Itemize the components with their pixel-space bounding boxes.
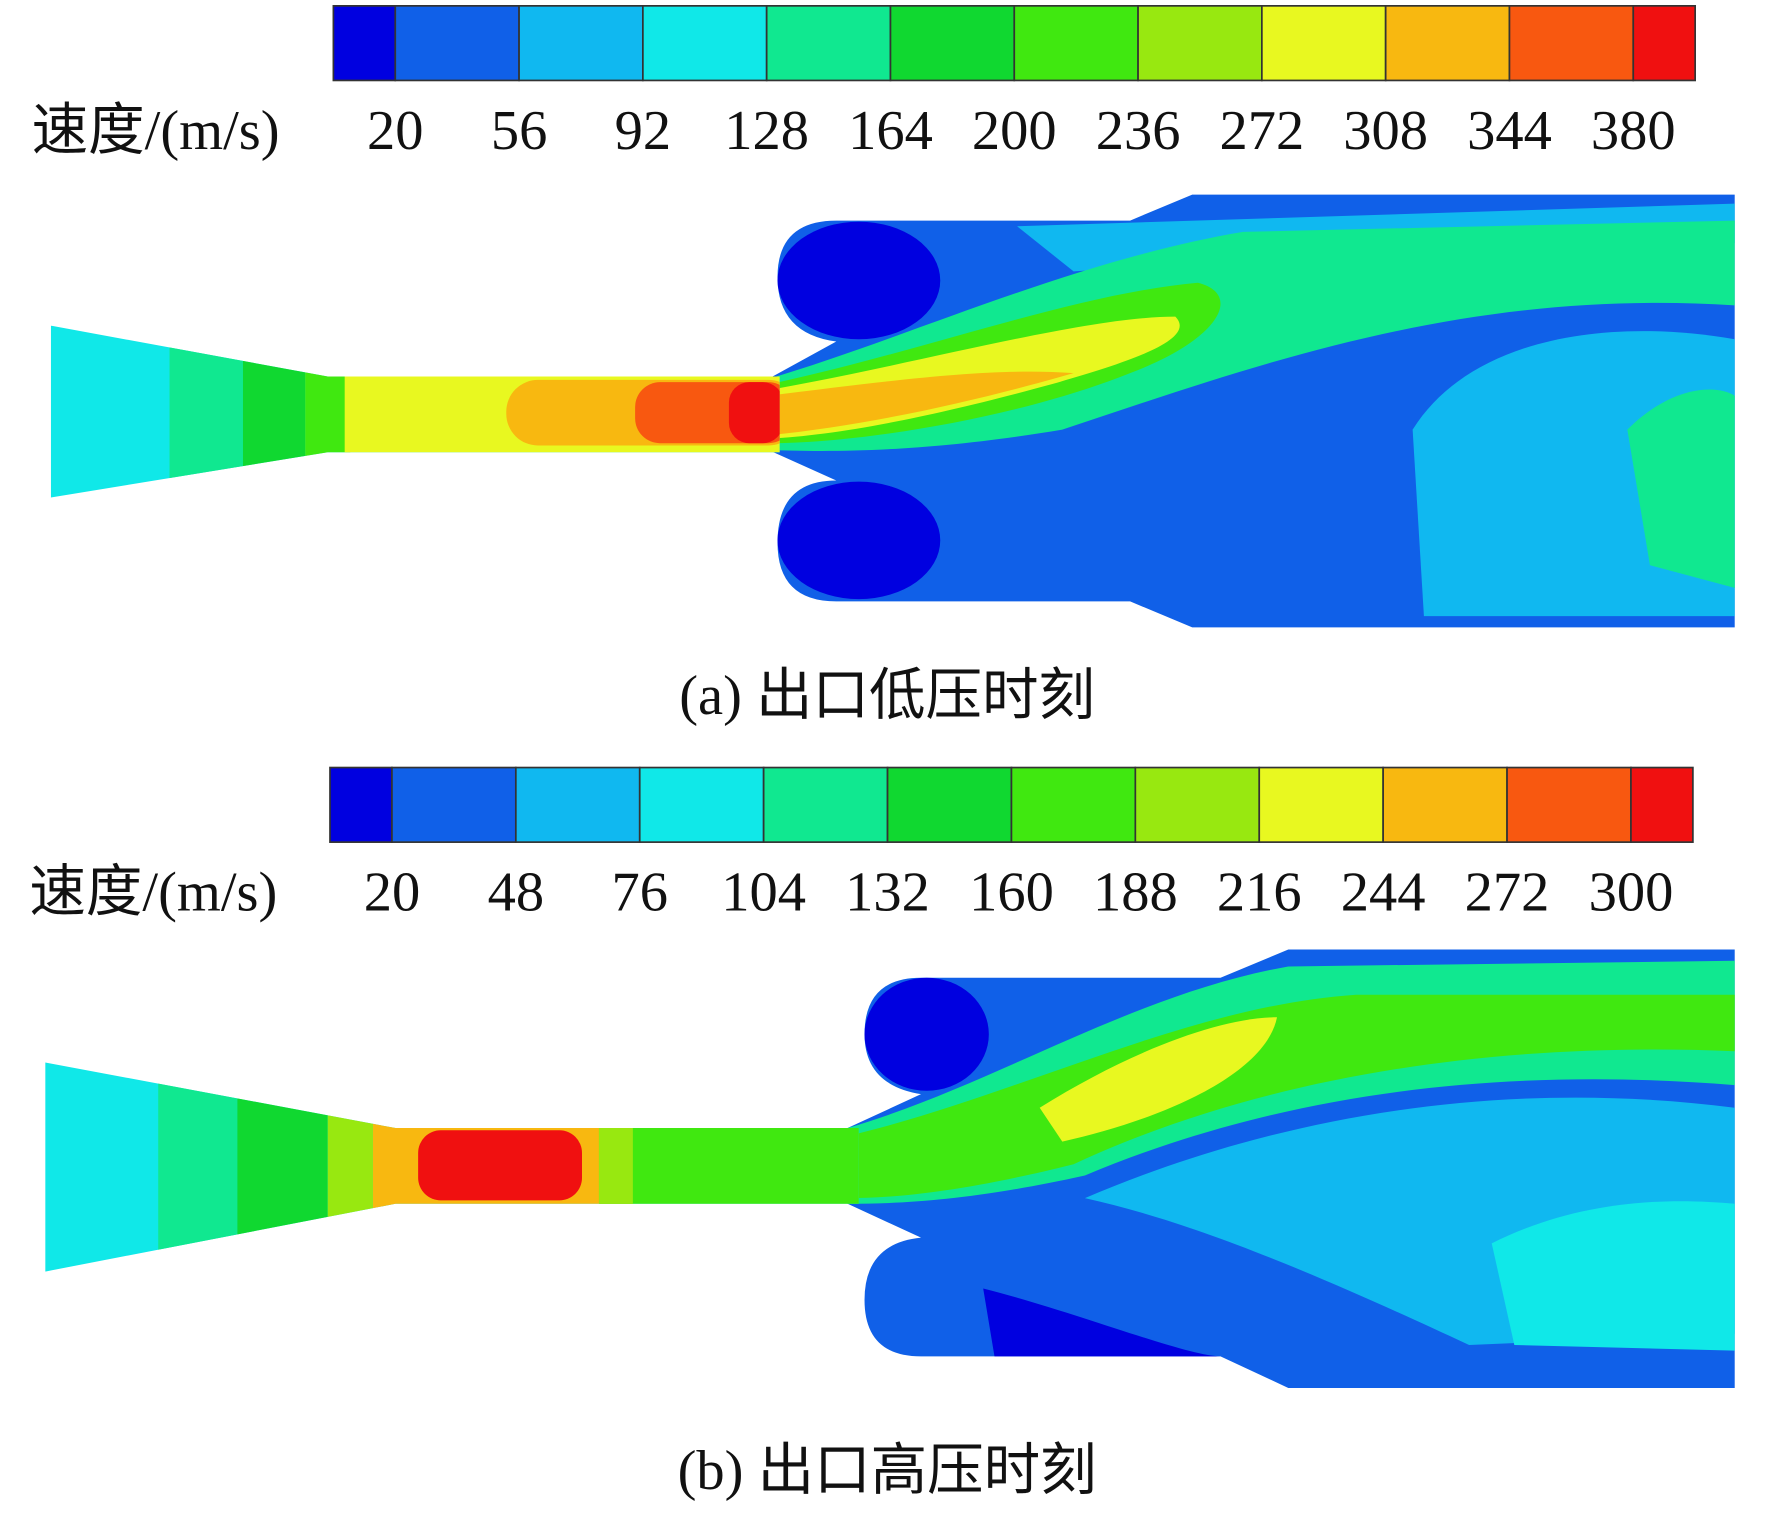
colorbar-swatch xyxy=(642,5,768,82)
colorbar-tick-label: 308 xyxy=(1343,100,1428,162)
caption: (b) 出口高压时刻 xyxy=(678,1440,1097,1502)
colorbar-tick-label: 20 xyxy=(367,100,424,162)
colorbar-swatch xyxy=(332,5,397,82)
colorbar-swatch xyxy=(638,766,765,843)
colorbar-tick-label: 216 xyxy=(1217,861,1302,923)
colorbar-tick-label: 48 xyxy=(488,861,545,923)
colorbar-tick-label: 344 xyxy=(1467,100,1552,162)
colorbar-tick-label: 104 xyxy=(721,861,806,923)
colorbar-swatch xyxy=(1382,766,1508,843)
caption: (a) 出口低压时刻 xyxy=(679,665,1095,727)
colorbar-tick-label: 188 xyxy=(1093,861,1178,923)
colorbar-swatch xyxy=(1258,766,1384,843)
colorbar-tick-label: 272 xyxy=(1219,100,1304,162)
contour-b xyxy=(45,949,1735,1388)
colorbar-label: 速度/(m/s) xyxy=(29,861,277,923)
colorbar-tick-label: 132 xyxy=(845,861,930,923)
colorbar-tick-label: 160 xyxy=(969,861,1054,923)
colorbar-swatch xyxy=(1384,5,1511,82)
colorbar-swatch xyxy=(514,766,641,843)
colorbar-tick-label: 20 xyxy=(364,861,421,923)
colorbar-tick-label: 92 xyxy=(615,100,672,162)
colorbar-swatch xyxy=(1632,5,1697,82)
colorbar-tick-label: 128 xyxy=(724,100,809,162)
colorbar-swatch xyxy=(1137,5,1263,82)
colorbar-label: 速度/(m/s) xyxy=(32,100,280,162)
colorbar-swatch xyxy=(1134,766,1261,843)
colorbar-swatch xyxy=(391,766,517,843)
colorbar-tick-label: 300 xyxy=(1589,861,1674,923)
colorbar-swatch xyxy=(1013,5,1139,82)
colorbar-tick-label: 56 xyxy=(491,100,548,162)
colorbar-tick-label: 164 xyxy=(848,100,933,162)
colorbar-swatch xyxy=(394,5,520,82)
colorbar-swatch xyxy=(1508,5,1635,82)
contour-a xyxy=(50,194,1735,628)
colorbar-tick-label: 272 xyxy=(1465,861,1550,923)
colorbar-swatch xyxy=(329,766,393,843)
colorbar-swatch xyxy=(762,766,889,843)
colorbar-tick-label: 200 xyxy=(972,100,1057,162)
colorbar-swatch xyxy=(518,5,644,82)
colorbar-swatch xyxy=(1010,766,1137,843)
colorbar-swatch xyxy=(1261,5,1387,82)
colorbar-swatch xyxy=(1630,766,1694,843)
colorbar-tick-label: 76 xyxy=(611,861,668,923)
colorbar-tick-label: 236 xyxy=(1096,100,1181,162)
colorbar-swatch xyxy=(1506,766,1632,843)
colorbar-swatch xyxy=(886,766,1013,843)
colorbar-swatch xyxy=(765,5,892,82)
colorbar-tick-label: 244 xyxy=(1341,861,1426,923)
colorbar-swatch xyxy=(889,5,1016,82)
colorbar-tick-label: 380 xyxy=(1591,100,1676,162)
